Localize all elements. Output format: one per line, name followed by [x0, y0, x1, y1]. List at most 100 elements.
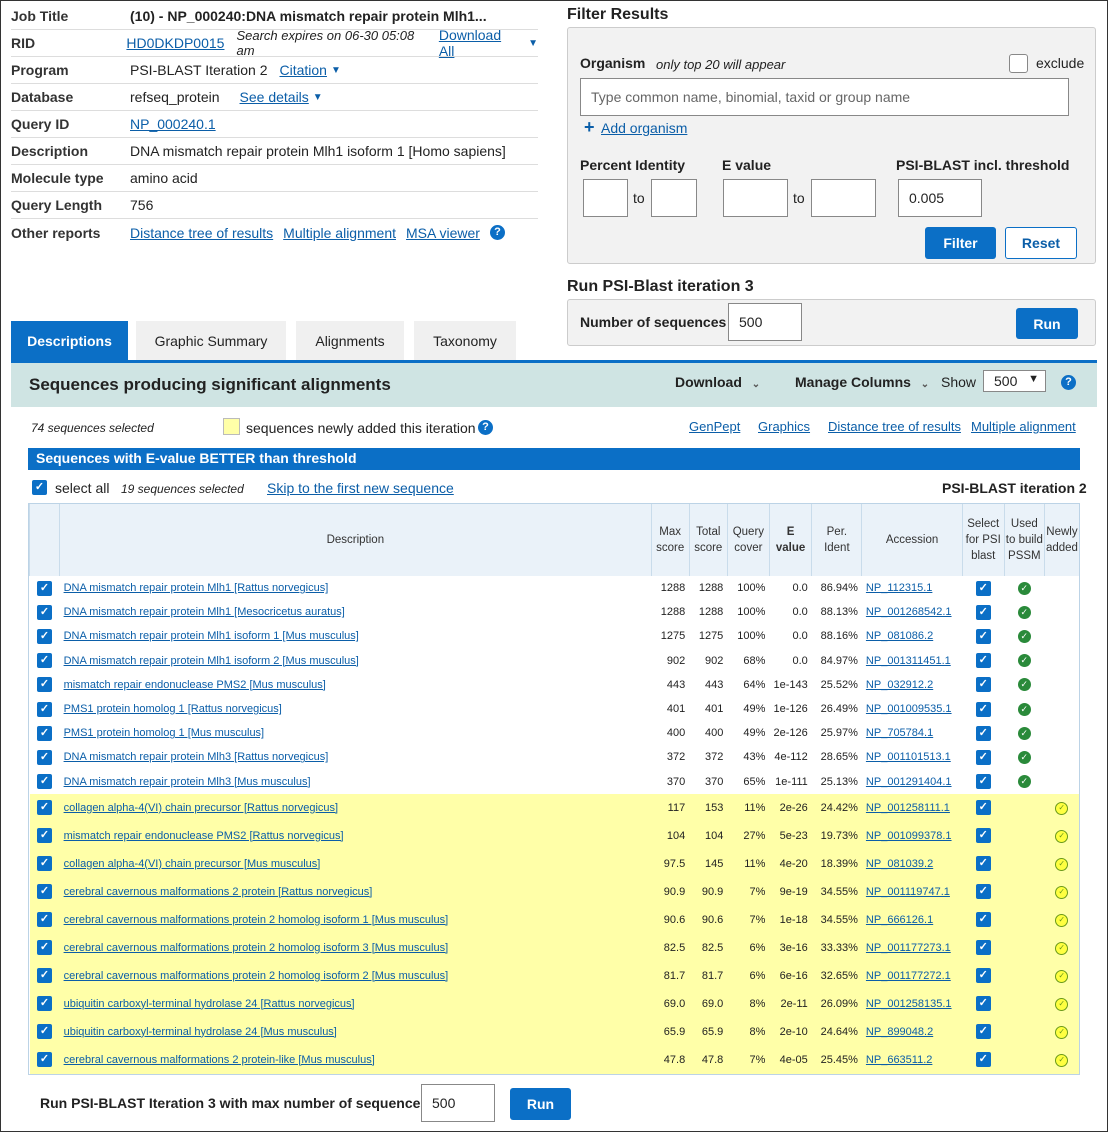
row-checkbox[interactable]: ✓ [37, 968, 53, 984]
row-checkbox[interactable]: ✓ [37, 1052, 53, 1068]
msa-viewer-link[interactable]: MSA viewer [406, 224, 480, 241]
accession-link[interactable]: NP_666126.1 [865, 913, 934, 926]
accession-link[interactable]: NP_001009535.1 [865, 703, 952, 716]
multiple-alignment-link[interactable]: Multiple alignment [971, 419, 1076, 434]
psi-select-cell[interactable]: ✓ [962, 821, 1005, 850]
graphics-link[interactable]: Graphics [758, 419, 811, 434]
organism-input[interactable]: Type common name, binomial, taxid or gro… [580, 78, 1069, 116]
psi-select-cell[interactable]: ✓ [962, 576, 1004, 600]
psi-select-checkbox[interactable]: ✓ [975, 996, 991, 1012]
row-checkbox[interactable]: ✓ [37, 884, 53, 900]
psi-select-cell[interactable]: ✓ [962, 933, 1005, 962]
select-cell[interactable]: ✓ [29, 821, 60, 850]
psi-select-checkbox[interactable]: ✓ [975, 701, 991, 717]
select-cell[interactable]: ✓ [30, 673, 60, 697]
description-link[interactable]: collagen alpha-4(VI) chain precursor [Ra… [63, 801, 339, 814]
description-link[interactable]: ubiquitin carboxyl-terminal hydrolase 24… [63, 1025, 337, 1038]
tab-graphic-summary[interactable]: Graphic Summary [136, 321, 286, 361]
psi-select-cell[interactable]: ✓ [962, 961, 1005, 990]
psi-select-checkbox[interactable]: ✓ [975, 912, 991, 928]
distance-tree-link[interactable]: Distance tree of results [828, 419, 961, 434]
description-link[interactable]: DNA mismatch repair protein Mlh1 isoform… [63, 630, 359, 643]
num-sequences-input[interactable]: 500 [728, 303, 802, 341]
description-link[interactable]: DNA mismatch repair protein Mlh1 isoform… [63, 654, 359, 667]
description-link[interactable]: collagen alpha-4(VI) chain precursor [Mu… [63, 857, 321, 870]
download-all-link[interactable]: Download All [438, 27, 502, 59]
identity-max-input[interactable] [651, 179, 697, 217]
description-link[interactable]: PMS1 protein homolog 1 [Mus musculus] [63, 727, 265, 740]
col-header-accession[interactable]: Accession [861, 504, 963, 576]
accession-link[interactable]: NP_112315.1 [865, 582, 933, 595]
psi-select-checkbox[interactable]: ✓ [975, 580, 991, 596]
accession-link[interactable]: NP_001258135.1 [865, 997, 952, 1010]
tab-taxonomy[interactable]: Taxonomy [414, 321, 516, 361]
evalue-max-input[interactable] [811, 179, 876, 217]
psi-select-checkbox[interactable]: ✓ [975, 1024, 991, 1040]
select-cell[interactable]: ✓ [30, 576, 60, 600]
psi-select-cell[interactable]: ✓ [962, 849, 1005, 878]
psi-select-checkbox[interactable]: ✓ [975, 725, 991, 741]
psi-select-cell[interactable]: ✓ [962, 697, 1004, 721]
psi-select-checkbox[interactable]: ✓ [975, 677, 991, 693]
psi-select-cell[interactable]: ✓ [962, 989, 1005, 1018]
select-cell[interactable]: ✓ [30, 721, 60, 745]
genpept-link[interactable]: GenPept [689, 419, 741, 434]
threshold-input[interactable]: 0.005 [898, 179, 982, 217]
row-checkbox[interactable]: ✓ [37, 653, 53, 669]
psi-select-cell[interactable]: ✓ [962, 600, 1004, 624]
select-cell[interactable]: ✓ [29, 877, 60, 906]
select-all-checkbox[interactable]: ✓ [32, 480, 47, 495]
psi-select-cell[interactable]: ✓ [962, 721, 1004, 745]
manage-columns-menu[interactable]: Manage Columns ⌄ [795, 374, 929, 390]
row-checkbox[interactable]: ✓ [37, 828, 53, 844]
accession-link[interactable]: NP_001311451.1 [865, 654, 951, 667]
col-header-select-psi[interactable]: Select for PSI blast [961, 504, 1005, 576]
psi-select-cell[interactable]: ✓ [962, 770, 1004, 794]
accession-link[interactable]: NP_081086.2 [865, 630, 934, 643]
psi-select-checkbox[interactable]: ✓ [975, 1052, 991, 1068]
col-header-used-pssm[interactable]: Used to build PSSM [1003, 504, 1045, 576]
select-cell[interactable]: ✓ [30, 770, 60, 794]
row-checkbox[interactable]: ✓ [37, 604, 53, 620]
select-cell[interactable]: ✓ [29, 961, 60, 990]
plus-icon[interactable]: + [584, 117, 595, 137]
accession-link[interactable]: NP_001119747.1 [865, 885, 950, 898]
col-header-total-score[interactable]: Total score [688, 504, 728, 576]
psi-select-checkbox[interactable]: ✓ [975, 604, 991, 620]
col-header-description[interactable]: Description [59, 504, 652, 576]
psi-select-checkbox[interactable]: ✓ [975, 800, 991, 816]
select-cell[interactable]: ✓ [29, 989, 60, 1018]
help-icon[interactable]: ? [489, 225, 505, 240]
description-link[interactable]: PMS1 protein homolog 1 [Rattus norvegicu… [63, 703, 282, 716]
description-link[interactable]: ubiquitin carboxyl-terminal hydrolase 24… [63, 997, 355, 1010]
accession-link[interactable]: NP_663511.2 [865, 1053, 933, 1066]
bottom-run-button[interactable]: Run [510, 1088, 571, 1120]
rid-link[interactable]: HD0DKDP0015 [126, 35, 225, 51]
psi-select-cell[interactable]: ✓ [962, 877, 1005, 906]
accession-link[interactable]: NP_001291404.1 [865, 775, 952, 788]
psi-select-checkbox[interactable]: ✓ [975, 749, 991, 765]
psi-select-cell[interactable]: ✓ [962, 624, 1004, 648]
accession-link[interactable]: NP_899048.2 [865, 1025, 934, 1038]
psi-select-checkbox[interactable]: ✓ [975, 884, 991, 900]
citation-link[interactable]: Citation [279, 62, 327, 78]
select-cell[interactable]: ✓ [30, 697, 60, 721]
psi-select-cell[interactable]: ✓ [962, 745, 1004, 769]
select-cell[interactable]: ✓ [29, 849, 60, 878]
help-icon[interactable]: ? [1061, 375, 1076, 390]
select-cell[interactable]: ✓ [30, 624, 60, 648]
row-checkbox[interactable]: ✓ [37, 774, 53, 790]
psi-select-checkbox[interactable]: ✓ [975, 856, 991, 872]
psi-select-checkbox[interactable]: ✓ [975, 628, 991, 644]
select-cell[interactable]: ✓ [29, 933, 60, 962]
accession-link[interactable]: NP_001177272.1 [865, 969, 951, 982]
description-link[interactable]: cerebral cavernous malformations protein… [63, 913, 449, 926]
description-link[interactable]: cerebral cavernous malformations 2 prote… [63, 1053, 375, 1066]
accession-link[interactable]: NP_001177273.1 [865, 941, 951, 954]
multiple-alignment-link[interactable]: Multiple alignment [283, 224, 397, 241]
select-cell[interactable]: ✓ [29, 1045, 60, 1074]
select-cell[interactable]: ✓ [30, 745, 60, 769]
row-checkbox[interactable]: ✓ [37, 749, 53, 765]
description-link[interactable]: mismatch repair endonuclease PMS2 [Mus m… [63, 678, 326, 691]
psi-select-cell[interactable]: ✓ [962, 1045, 1005, 1074]
